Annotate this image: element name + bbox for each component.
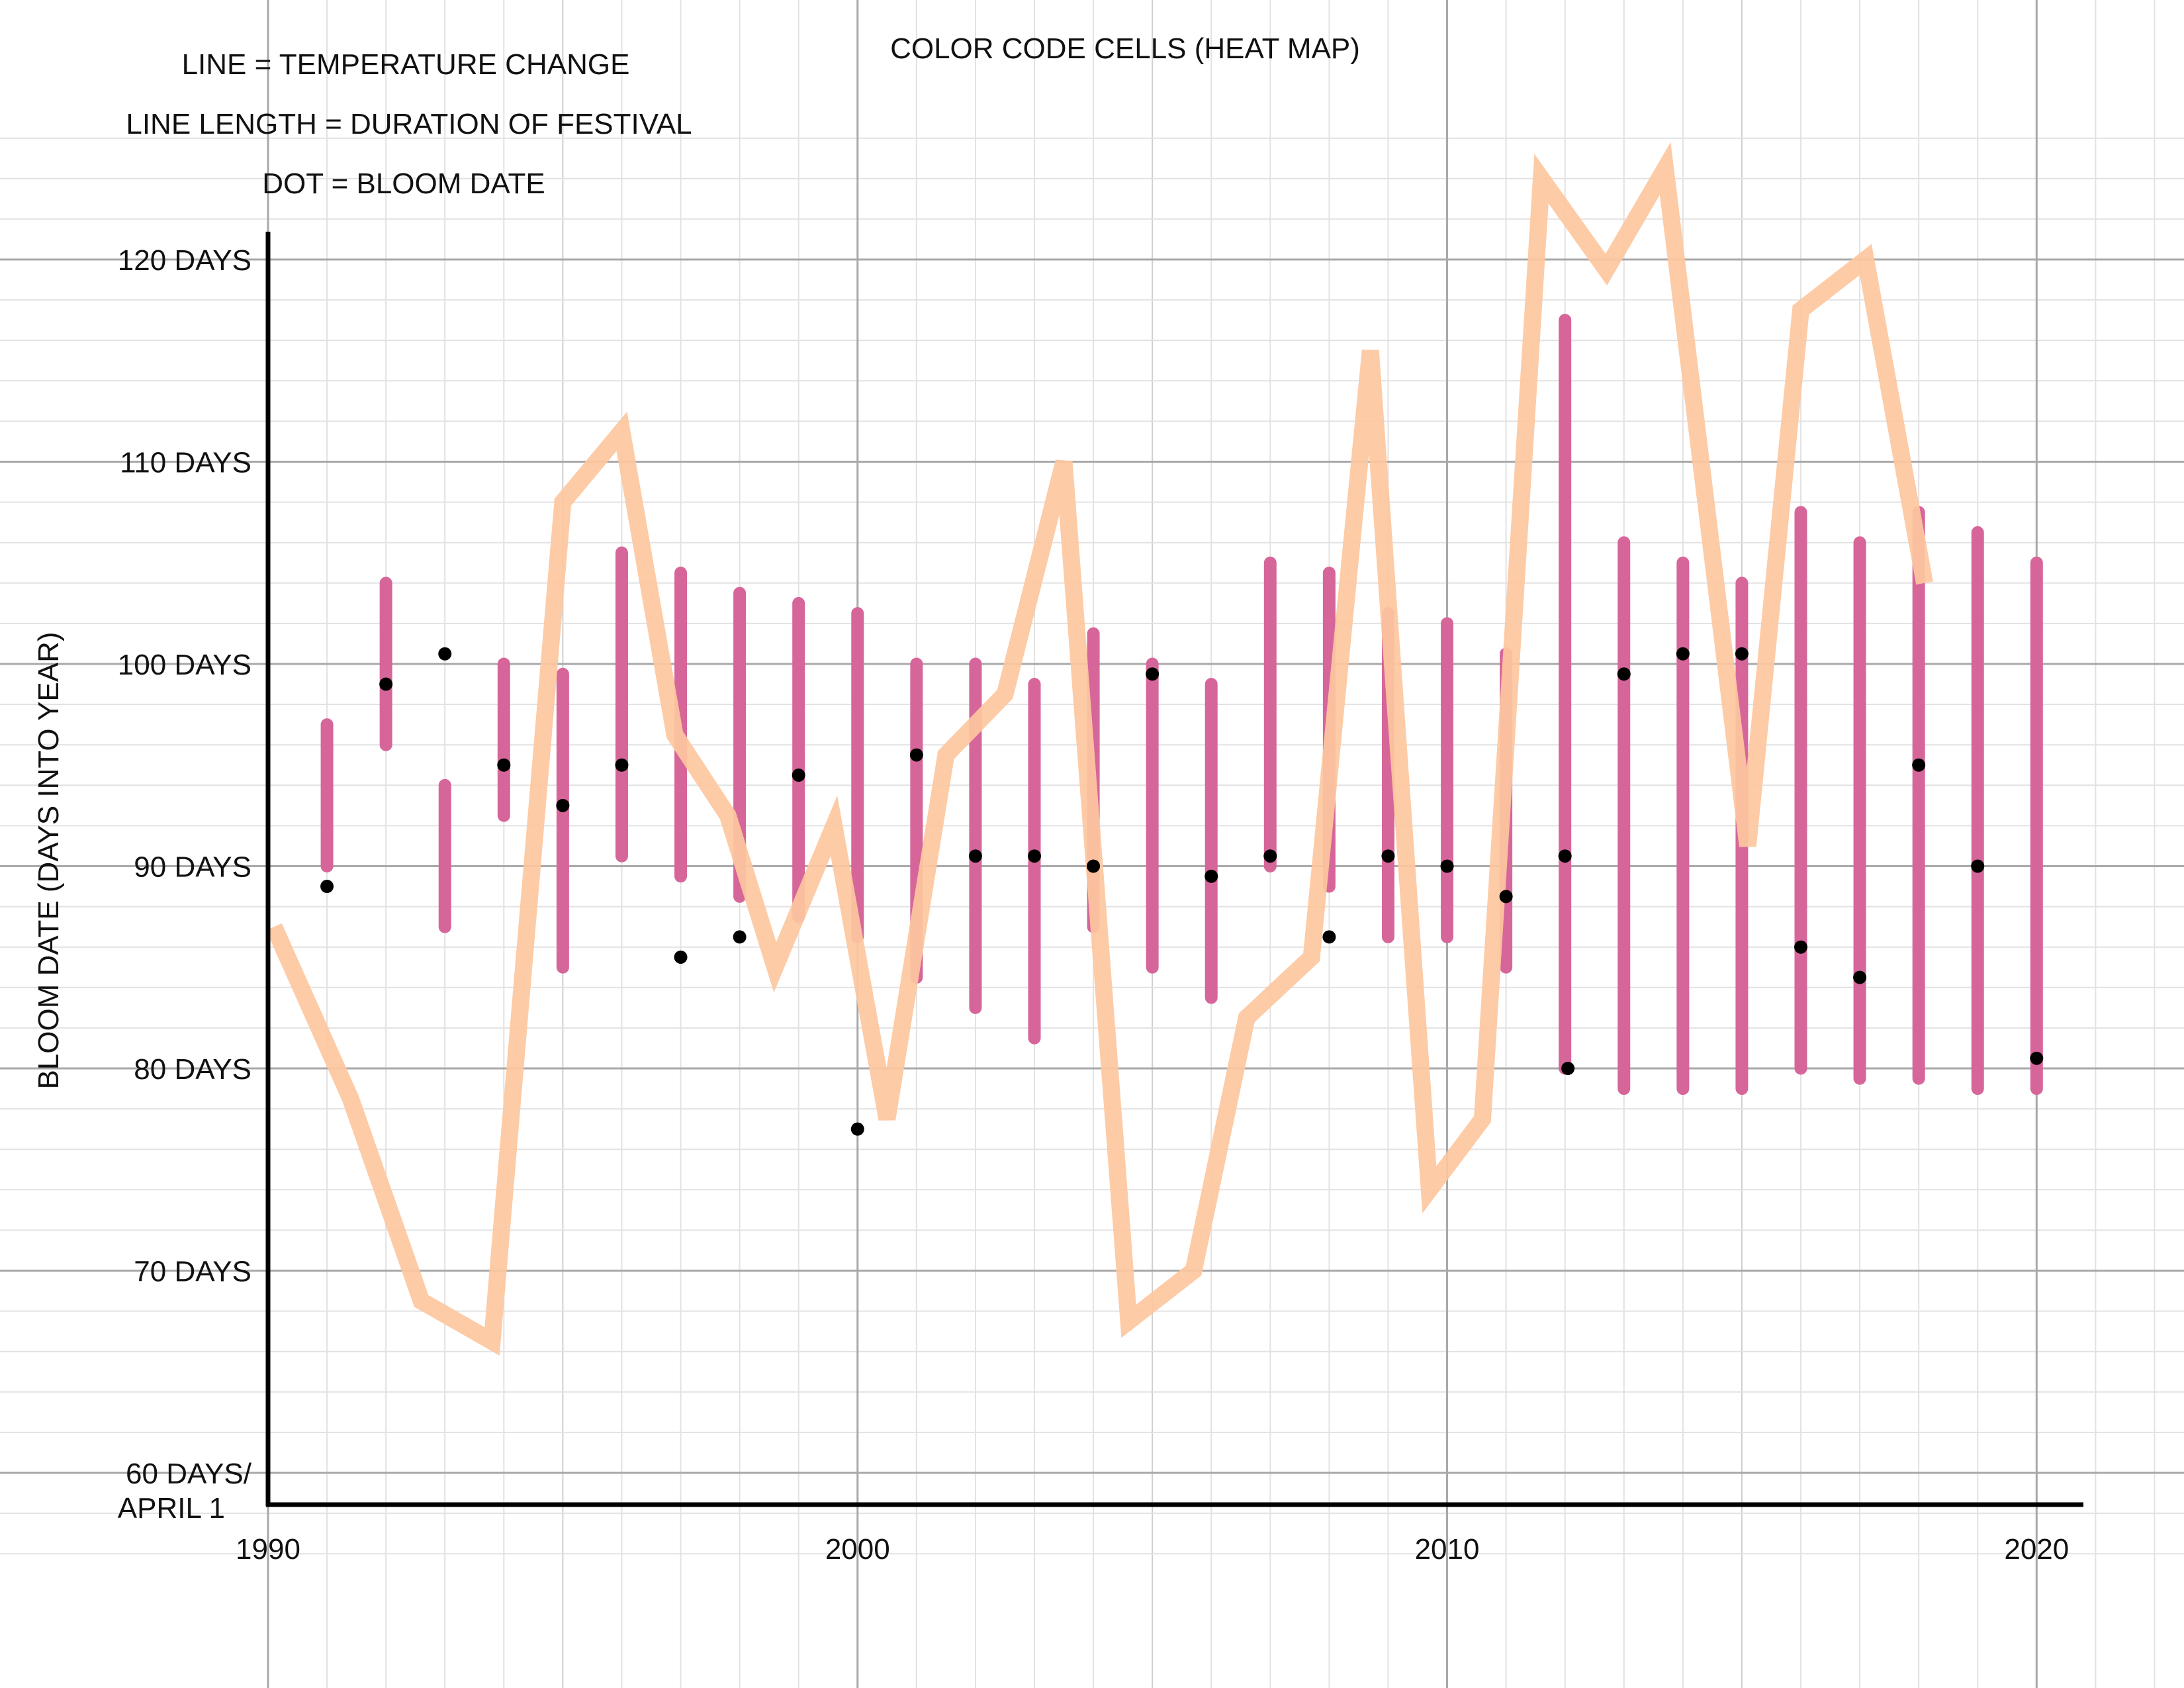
legend-line-temperature: LINE = TEMPERATURE CHANGE	[182, 48, 630, 81]
bloom-dot-10	[909, 748, 923, 762]
temperature-change-line	[266, 142, 1933, 1356]
bloom-dot-4	[556, 798, 570, 812]
bloom-dot-29	[1971, 859, 1985, 873]
bloom-dot-24	[1676, 647, 1690, 661]
bloom-dot-13	[1087, 859, 1101, 873]
bloom-dot-6	[674, 950, 688, 964]
bloom-dot-0	[320, 880, 334, 894]
bloom-dot-7	[733, 930, 747, 944]
bloom-dot-23	[1617, 667, 1631, 681]
bloom-dot-22	[1561, 1062, 1575, 1075]
bloom-dot-27	[1853, 970, 1867, 984]
legend-dot-bloom: DOT = BLOOM DATE	[262, 167, 545, 200]
bloom-dot-15	[1205, 869, 1218, 883]
bloom-dot-3	[497, 758, 511, 772]
bloom-dot-5	[615, 758, 629, 772]
y-tick-label-90: 90 DAYS	[134, 851, 251, 884]
legend-line-length-duration: LINE LENGTH = DURATION OF FESTIVAL	[126, 108, 692, 140]
y-tick-label-80: 80 DAYS	[134, 1053, 251, 1086]
bloom-dot-28	[1912, 758, 1926, 772]
bloom-dot-1	[379, 677, 393, 691]
bloom-dot-9	[850, 1122, 864, 1136]
y-tick-labels: 120 DAYS 110 DAYS 100 DAYS 90 DAYS 80 DAYS 70…	[118, 244, 252, 1524]
y-tick-label-60: 60 DAYS/	[126, 1458, 252, 1490]
y-tick-label-100: 100 DAYS	[118, 649, 251, 681]
bloom-dot-26	[1794, 940, 1807, 954]
bloom-dot-30	[2030, 1051, 2044, 1065]
y-tick-sublabel-60: APRIL 1	[118, 1492, 225, 1524]
bloom-dot-21	[1558, 849, 1572, 863]
y-tick-label-120: 120 DAYS	[118, 244, 251, 277]
heat-map-annotation: COLOR CODE CELLS (HEAT MAP)	[890, 32, 1360, 65]
bloom-dot-8	[792, 769, 805, 782]
x-tick-label-2010: 2010	[1415, 1533, 1480, 1566]
bloom-dot-18	[1381, 849, 1395, 863]
bloom-date-dots	[320, 647, 2044, 1136]
bloom-dot-2	[438, 647, 452, 661]
bloom-dot-20	[1499, 890, 1513, 904]
bloom-dot-17	[1322, 930, 1336, 944]
bloom-dot-25	[1735, 647, 1749, 661]
x-tick-label-1990: 1990	[236, 1533, 300, 1566]
y-tick-label-110: 110 DAYS	[120, 447, 251, 479]
y-tick-label-70: 70 DAYS	[134, 1256, 251, 1288]
legend: LINE = TEMPERATURE CHANGE LINE LENGTH = …	[126, 48, 692, 200]
y-axis-title: BLOOM DATE (DAYS INTO YEAR)	[32, 632, 65, 1089]
x-tick-labels: 1990 2000 2010 2020	[236, 1533, 2069, 1566]
x-tick-label-2020: 2020	[2004, 1533, 2069, 1566]
bloom-dot-16	[1263, 849, 1277, 863]
axes	[265, 232, 2083, 1507]
bloom-dot-19	[1440, 859, 1454, 873]
bloom-dot-14	[1146, 667, 1160, 681]
bloom-dot-11	[968, 849, 982, 863]
bloom-dot-12	[1028, 849, 1041, 863]
x-tick-label-2000: 2000	[825, 1533, 890, 1566]
